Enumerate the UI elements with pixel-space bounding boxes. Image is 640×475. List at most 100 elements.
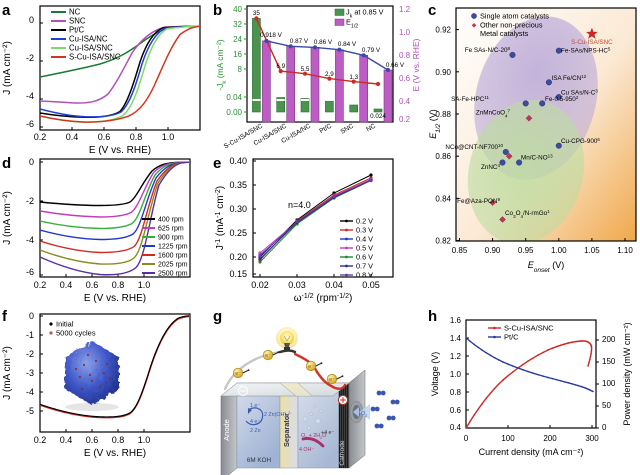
- svg-text:2025 rpm: 2025 rpm: [158, 262, 188, 269]
- svg-text:400 rpm: 400 rpm: [158, 217, 184, 224]
- svg-text:100: 100: [602, 379, 616, 388]
- svg-text:0.3 V: 0.3 V: [356, 225, 373, 234]
- svg-text:16: 16: [233, 50, 242, 59]
- svg-text:1.05: 1.05: [584, 246, 600, 255]
- svg-text:0: 0: [29, 157, 34, 167]
- svg-text:0.6: 0.6: [86, 280, 99, 290]
- svg-text:-2: -2: [26, 196, 34, 206]
- svg-text:0.5 V: 0.5 V: [356, 243, 373, 252]
- svg-text:-1: -1: [26, 330, 34, 340]
- svg-text:n=4.0: n=4.0: [288, 200, 311, 210]
- svg-text:0.82: 0.82: [435, 237, 451, 246]
- svg-text:0.8: 0.8: [112, 280, 125, 290]
- svg-text:0: 0: [602, 423, 607, 432]
- svg-text:2 Zn(OH)42-: 2 Zn(OH)42-: [264, 411, 292, 419]
- svg-text:0.6: 0.6: [399, 74, 411, 83]
- svg-text:32: 32: [233, 20, 242, 29]
- svg-text:0.84: 0.84: [435, 194, 451, 203]
- svg-text:35: 35: [253, 10, 261, 17]
- svg-text:1.6: 1.6: [450, 316, 462, 325]
- svg-text:0.8: 0.8: [399, 51, 411, 60]
- svg-text:6M KOH: 6M KOH: [247, 457, 272, 464]
- svg-text:1.0: 1.0: [138, 435, 151, 445]
- svg-text:40: 40: [233, 5, 242, 14]
- svg-text:1.0: 1.0: [399, 28, 411, 37]
- svg-text:0.66 V: 0.66 V: [386, 62, 405, 69]
- svg-text:50: 50: [602, 401, 611, 410]
- svg-text:Voltage (V): Voltage (V): [430, 352, 440, 397]
- svg-text:Anode: Anode: [222, 419, 231, 441]
- svg-text:Pt/C: Pt/C: [318, 123, 333, 136]
- svg-text:0.92: 0.92: [435, 26, 451, 35]
- svg-text:0.86 V: 0.86 V: [314, 39, 333, 46]
- svg-text:E (V vs. RHE): E (V vs. RHE): [84, 448, 146, 459]
- svg-text:Pt/C: Pt/C: [69, 26, 85, 35]
- svg-text:1.0: 1.0: [450, 370, 462, 379]
- svg-text:-6: -6: [26, 119, 34, 129]
- svg-text:Fe@Aza-PON9: Fe@Aza-PON9: [457, 197, 500, 206]
- svg-text:Cu-CPG-9006: Cu-CPG-9006: [561, 137, 600, 146]
- svg-text:0.6 V: 0.6 V: [356, 252, 373, 261]
- svg-text:S-Cu-ISA/SNC: S-Cu-ISA/SNC: [504, 324, 554, 333]
- svg-text:0.85: 0.85: [452, 246, 468, 255]
- svg-text:Cathode: Cathode: [339, 440, 346, 466]
- svg-text:0.2: 0.2: [34, 132, 47, 142]
- svg-text:e⁻: e⁻: [308, 364, 314, 370]
- svg-text:Metal catalysts: Metal catalysts: [480, 29, 529, 38]
- svg-text:e⁻: e⁻: [235, 371, 241, 377]
- svg-text:0.04: 0.04: [226, 93, 242, 102]
- svg-text:-4: -4: [26, 387, 34, 397]
- svg-text:1.4: 1.4: [450, 334, 462, 343]
- svg-text:0.79 V: 0.79 V: [362, 47, 381, 54]
- svg-text:S-Cu-ISA/SNC: S-Cu-ISA/SNC: [69, 53, 121, 62]
- svg-text:0.8: 0.8: [112, 435, 125, 445]
- svg-text:1.2: 1.2: [399, 5, 411, 14]
- svg-text:0.35: 0.35: [229, 180, 247, 190]
- svg-text:Cu-ISA/NC: Cu-ISA/NC: [69, 35, 108, 44]
- svg-text:1600 rpm: 1600 rpm: [158, 253, 188, 260]
- svg-text:0.4: 0.4: [450, 423, 462, 432]
- svg-text:Fe SAs-N/C-208: Fe SAs-N/C-208: [465, 46, 511, 55]
- svg-text:Cu-ISA/SNC: Cu-ISA/SNC: [69, 44, 113, 53]
- svg-text:0.6: 0.6: [450, 406, 462, 415]
- svg-text:Single atom catalysts: Single atom catalysts: [480, 12, 549, 21]
- svg-text:0.4: 0.4: [399, 97, 411, 106]
- svg-text:SNC: SNC: [339, 123, 355, 136]
- svg-text:150: 150: [602, 357, 616, 366]
- svg-text:300: 300: [585, 434, 599, 443]
- svg-text:0.90: 0.90: [485, 246, 501, 255]
- svg-text:0.90: 0.90: [435, 68, 451, 77]
- svg-text:e⁻: e⁻: [265, 353, 271, 359]
- svg-text:0.6: 0.6: [98, 132, 111, 142]
- svg-text:0: 0: [464, 434, 469, 443]
- svg-text:0: 0: [29, 15, 34, 25]
- svg-text:Eonset (V): Eonset (V): [528, 260, 564, 274]
- svg-text:0.2: 0.2: [399, 115, 411, 124]
- svg-text:SNC: SNC: [69, 17, 86, 26]
- svg-text:0.15: 0.15: [229, 269, 247, 279]
- svg-text:0.95: 0.95: [518, 246, 534, 255]
- svg-text:0.4: 0.4: [66, 132, 79, 142]
- svg-text:24: 24: [233, 35, 242, 44]
- svg-text:J (mA cm⁻²): J (mA cm⁻²): [2, 41, 13, 95]
- svg-text:1.3: 1.3: [349, 74, 358, 81]
- svg-text:0.00: 0.00: [226, 108, 242, 117]
- svg-text:-4: -4: [26, 235, 34, 245]
- svg-text:Jk at 0.85 V: Jk at 0.85 V: [346, 8, 384, 20]
- svg-text:2 Zn: 2 Zn: [250, 428, 261, 434]
- svg-text:0.05: 0.05: [362, 280, 380, 290]
- svg-text:Power density (mW cm⁻²): Power density (mW cm⁻²): [622, 322, 632, 425]
- svg-text:-5: -5: [26, 406, 34, 416]
- svg-text:Fe-0.5-9502: Fe-0.5-9502: [545, 95, 579, 104]
- svg-text:0.04: 0.04: [325, 280, 343, 290]
- svg-text:0.30: 0.30: [229, 204, 247, 214]
- svg-text:0.7 V: 0.7 V: [356, 261, 373, 270]
- svg-text:5000 cycles: 5000 cycles: [56, 329, 96, 338]
- svg-text:0.25: 0.25: [229, 228, 247, 238]
- svg-text:1.10: 1.10: [617, 246, 633, 255]
- svg-text:NCo@CNT-NF70010: NCo@CNT-NF70010: [445, 143, 503, 152]
- svg-text:2500 rpm: 2500 rpm: [158, 271, 188, 278]
- svg-text:0.2 V: 0.2 V: [356, 216, 373, 225]
- svg-text:0.84 V: 0.84 V: [338, 41, 357, 48]
- svg-text:0.2: 0.2: [34, 280, 47, 290]
